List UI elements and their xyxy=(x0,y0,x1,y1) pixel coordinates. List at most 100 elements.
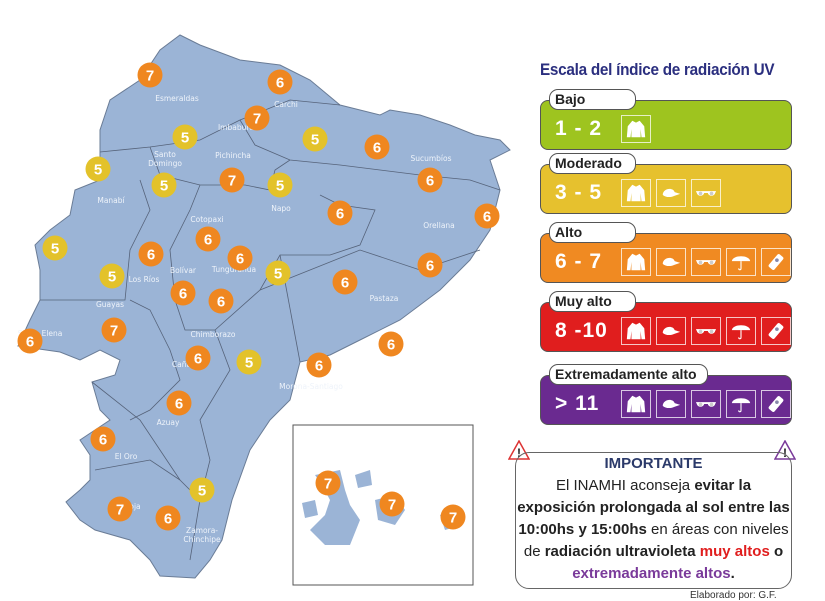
jacket-icon xyxy=(621,179,651,207)
uv-marker-circle xyxy=(327,200,353,226)
uv-marker-circle xyxy=(378,331,404,357)
uv-marker-circle xyxy=(172,124,198,150)
uv-marker-circle xyxy=(42,235,68,261)
uv-marker: 7 xyxy=(107,496,133,522)
uv-marker-circle xyxy=(101,317,127,343)
uv-marker-circle xyxy=(265,260,291,286)
uv-marker: 5 xyxy=(189,477,215,503)
uv-marker-circle xyxy=(440,504,466,530)
province-label: Cañar xyxy=(172,360,195,369)
uv-level-3: Alto 6 - 7 xyxy=(540,222,792,283)
uv-value: 6 xyxy=(147,247,155,264)
uv-value: 6 xyxy=(373,140,381,157)
uv-value: 6 xyxy=(315,358,323,375)
uv-marker-circle xyxy=(195,226,221,252)
sunglasses-icon xyxy=(691,248,721,276)
sunglasses-icon xyxy=(691,179,721,207)
province-label: Imbabura xyxy=(218,123,254,132)
uv-value: 6 xyxy=(387,337,395,354)
province-label: Guayas xyxy=(96,300,124,309)
uv-value: 6 xyxy=(426,258,434,275)
uv-marker: 6 xyxy=(227,245,253,271)
uv-value: 6 xyxy=(217,294,225,311)
uv-value: 6 xyxy=(179,286,187,303)
protection-icons xyxy=(621,390,791,418)
jacket-icon xyxy=(621,115,651,143)
uv-marker: 7 xyxy=(244,105,270,131)
uv-marker: 6 xyxy=(17,328,43,354)
level-name: Bajo xyxy=(549,89,636,110)
uv-value: 5 xyxy=(160,178,168,195)
province-label: Pastaza xyxy=(370,294,399,303)
uv-marker: 6 xyxy=(267,69,293,95)
uv-value: 5 xyxy=(51,241,59,258)
uv-marker-circle xyxy=(90,426,116,452)
uv-marker: 6 xyxy=(90,426,116,452)
cap-icon xyxy=(656,248,686,276)
uv-marker: 6 xyxy=(195,226,221,252)
galapagos-uv-marker: 7 xyxy=(315,470,341,496)
uv-value: 6 xyxy=(341,275,349,292)
umbrella-icon xyxy=(726,390,756,418)
uv-marker-circle xyxy=(107,496,133,522)
uv-marker-circle xyxy=(332,269,358,295)
province-label: Zamora- xyxy=(186,526,218,535)
uv-value: 5 xyxy=(245,355,253,372)
jacket-icon xyxy=(621,317,651,345)
uv-value: 5 xyxy=(198,483,206,500)
uv-marker-circle xyxy=(166,390,192,416)
uv-marker-circle xyxy=(236,349,262,375)
uv-marker: 7 xyxy=(219,167,245,193)
uv-marker-circle xyxy=(306,352,332,378)
uv-marker: 5 xyxy=(151,172,177,198)
umbrella-icon xyxy=(726,317,756,345)
uv-marker: 6 xyxy=(378,331,404,357)
uv-marker: 5 xyxy=(267,172,293,198)
uv-value: 7 xyxy=(388,497,396,514)
uv-value: 6 xyxy=(236,251,244,268)
uv-marker: 6 xyxy=(166,390,192,416)
province-label: Esmeraldas xyxy=(155,94,199,103)
sunscreen-icon xyxy=(761,248,791,276)
uv-value: 6 xyxy=(483,209,491,226)
uv-value: 6 xyxy=(194,351,202,368)
uv-value: 6 xyxy=(204,232,212,249)
uv-marker: 6 xyxy=(138,241,164,267)
uv-value: 5 xyxy=(94,162,102,179)
uv-value: 7 xyxy=(324,476,332,493)
notice-text: en áreas con niveles de xyxy=(523,521,789,560)
uv-marker-circle xyxy=(185,345,211,371)
protection-icons xyxy=(621,317,791,345)
uv-value: 6 xyxy=(26,334,34,351)
uv-level-1: Bajo 1 - 2 xyxy=(540,89,792,150)
uv-value: 5 xyxy=(181,130,189,147)
fernandina-island xyxy=(302,500,318,518)
level-range: 8 -10 xyxy=(555,319,608,342)
uv-marker: 5 xyxy=(172,124,198,150)
province-label: Morona-Santiago xyxy=(279,382,343,391)
uv-marker: 6 xyxy=(185,345,211,371)
uv-marker: 5 xyxy=(236,349,262,375)
uv-marker-circle xyxy=(219,167,245,193)
uv-marker-circle xyxy=(17,328,43,354)
uv-value: 7 xyxy=(449,510,457,527)
uv-marker-circle xyxy=(85,156,111,182)
uv-marker: 5 xyxy=(302,126,328,152)
uv-marker-circle xyxy=(99,263,125,289)
uv-marker-circle xyxy=(417,252,443,278)
cap-icon xyxy=(656,179,686,207)
uv-value: 7 xyxy=(228,173,236,190)
uv-marker: 7 xyxy=(137,62,163,88)
uv-marker-circle xyxy=(227,245,253,271)
uv-marker-circle xyxy=(417,167,443,193)
uv-marker: 5 xyxy=(265,260,291,286)
uv-value: 5 xyxy=(276,178,284,195)
province-label: Pichincha xyxy=(215,151,251,160)
uv-marker-circle xyxy=(151,172,177,198)
uv-marker-circle xyxy=(267,69,293,95)
province-label: Napo xyxy=(271,204,291,213)
uv-level-5: Extremadamente alto > 11 xyxy=(540,364,792,425)
uv-marker-circle xyxy=(244,105,270,131)
province-label: Chinchipe xyxy=(183,535,221,544)
province-label: Santo xyxy=(154,150,176,159)
